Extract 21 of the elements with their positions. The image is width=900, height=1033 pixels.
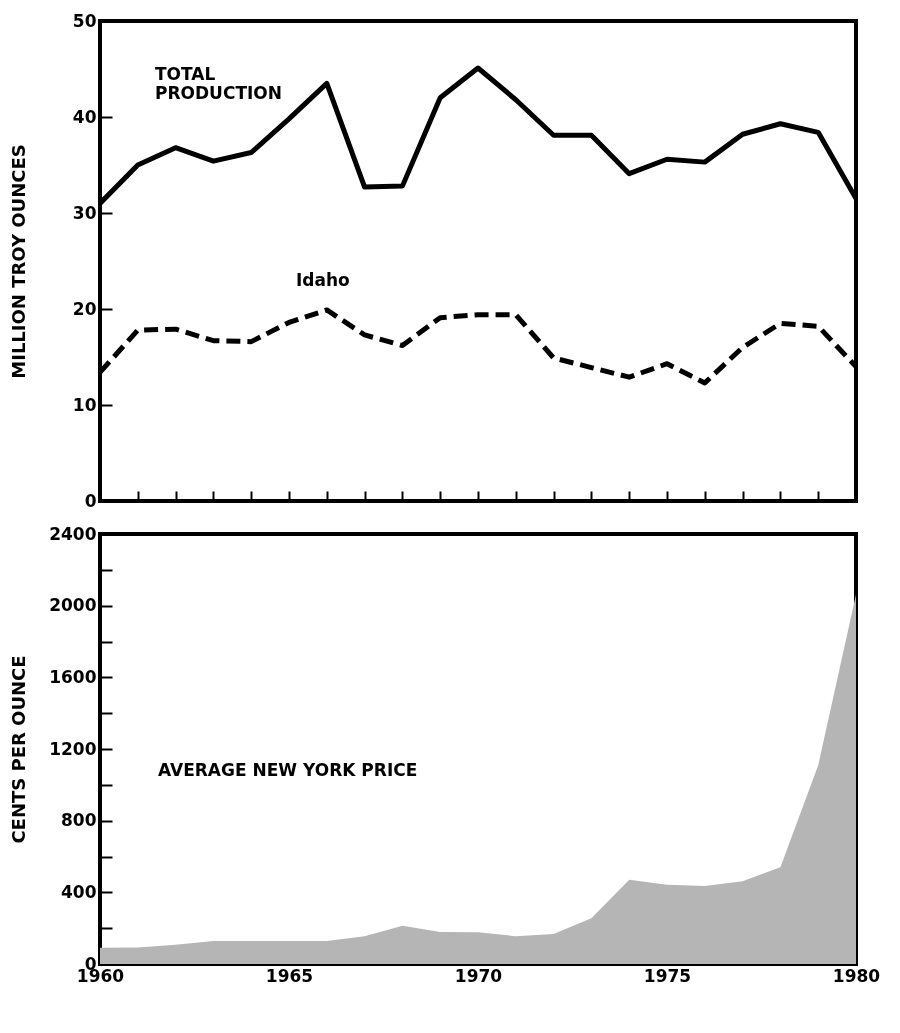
y-tick-label: 2000 xyxy=(49,595,97,616)
y-axis-title: CENTS PER OUNCE xyxy=(7,655,29,844)
y-tick-label: 400 xyxy=(61,881,97,902)
y-tick-label: 0 xyxy=(84,490,97,511)
x-tick-label: 1980 xyxy=(832,965,881,986)
y-tick-label: 10 xyxy=(72,394,97,415)
y-tick-label: 2400 xyxy=(49,523,97,544)
y-tick-label: 800 xyxy=(61,810,97,831)
x-tick-label: 1975 xyxy=(643,965,692,986)
y-tick-label: 20 xyxy=(72,298,97,319)
y-tick-label: 50 xyxy=(72,10,97,31)
x-tick-label: 1965 xyxy=(265,965,314,986)
text: AVERAGE NEW YORK PRICE xyxy=(158,760,418,780)
y-tick-label: 40 xyxy=(72,106,97,127)
y-tick-label: 30 xyxy=(72,202,97,223)
x-tick-label: 1970 xyxy=(454,965,503,986)
series-label: Idaho xyxy=(296,270,350,290)
y-tick-label: 1600 xyxy=(49,666,97,687)
y-tick-label: 1200 xyxy=(49,738,97,759)
y-axis-title: MILLION TROY OUNCES xyxy=(7,144,29,379)
series-label: TOTAL PRODUCTION xyxy=(155,64,282,103)
